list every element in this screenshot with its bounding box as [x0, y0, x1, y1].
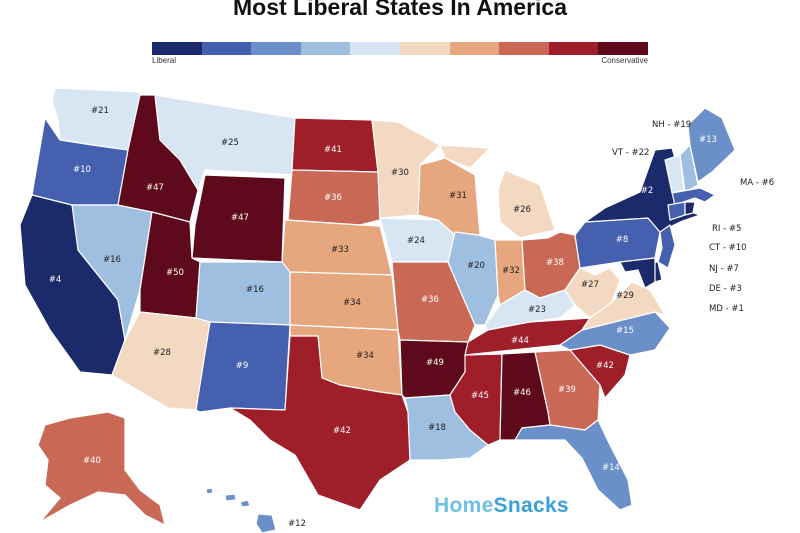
rank-label-MT: #25	[221, 138, 239, 148]
rank-label-HI: #12	[288, 519, 306, 529]
state-WV[interactable]	[564, 267, 621, 319]
rank-label-WY: #47	[231, 213, 249, 223]
rank-label-KY: #23	[528, 305, 546, 315]
state-UT[interactable]	[139, 211, 201, 319]
brand-home: Home	[434, 494, 494, 517]
rank-label-UT: #50	[166, 268, 184, 278]
rank-label-AL: #46	[513, 388, 531, 398]
rank-label-NY: #2	[641, 186, 654, 196]
state-NH[interactable]	[679, 144, 699, 193]
rank-label-OH: #38	[546, 258, 564, 268]
rank-label-WI: #31	[449, 191, 467, 201]
callout-DE: DE - #3	[709, 284, 742, 294]
rank-label-NC: #15	[616, 326, 634, 336]
callout-NH: NH - #19	[652, 120, 692, 130]
rank-labels: #21 #10 #4 #16 #47 #25 #47 #50 #28 #16 #9 #41 #36 #33…	[49, 106, 717, 529]
callout-NJ: NJ - #7	[709, 264, 739, 274]
legend-swatch-4	[300, 42, 351, 55]
legend-swatch-3	[251, 42, 301, 55]
rank-label-NE: #33	[331, 245, 349, 255]
page-title: Most Liberal States In America	[232, 0, 568, 20]
callout-CT: CT - #10	[709, 243, 747, 253]
rank-label-KS: #34	[343, 298, 361, 308]
legend-swatch-5	[350, 42, 400, 55]
rank-label-IA: #24	[407, 236, 425, 246]
legend-swatch-2	[201, 42, 252, 55]
legend-conservative-label: Conservative	[601, 56, 648, 65]
legend-swatch-8	[499, 42, 549, 55]
state-SD[interactable]	[287, 169, 381, 226]
rank-label-SC: #42	[596, 361, 614, 371]
rank-label-NV: #16	[103, 255, 121, 265]
rank-label-MI: #26	[513, 205, 531, 215]
rank-label-CA: #4	[49, 275, 62, 285]
state-HI[interactable]	[205, 487, 277, 533]
rank-label-IL: #20	[467, 261, 485, 271]
rank-label-ND: #41	[324, 145, 342, 155]
rank-label-MN: #30	[391, 168, 409, 178]
rank-label-ME: #13	[699, 135, 717, 145]
rank-label-TX: #42	[333, 426, 351, 436]
color-legend: Liberal Conservative	[152, 42, 648, 67]
us-map: #21 #10 #4 #16 #47 #25 #47 #50 #28 #16 #9 #41 #36 #33…	[19, 87, 736, 533]
rank-label-GA: #39	[558, 385, 576, 395]
state-AK[interactable]	[37, 411, 166, 526]
homesnacks-logo: HomeSnacks	[434, 494, 569, 518]
state-FL[interactable]	[514, 419, 633, 511]
rank-label-LA: #18	[428, 423, 446, 433]
legend-swatch-6	[399, 42, 450, 55]
callout-MD: MD - #1	[709, 304, 744, 314]
rank-label-IN: #32	[502, 266, 520, 276]
rank-label-AR: #49	[426, 358, 444, 368]
legend-swatch-1	[152, 42, 202, 55]
rank-label-OK: #34	[356, 351, 374, 361]
state-RI[interactable]	[684, 201, 696, 216]
rank-label-MO: #36	[421, 295, 439, 305]
state-NJ[interactable]	[657, 224, 676, 269]
state-MI[interactable]	[439, 144, 556, 239]
state-WY[interactable]	[191, 174, 286, 263]
callout-RI: RI - #5	[712, 224, 742, 234]
rank-label-WA: #21	[91, 106, 109, 116]
rank-label-MS: #45	[471, 391, 489, 401]
rank-label-PA: #8	[616, 235, 629, 245]
rank-label-ID: #47	[146, 183, 164, 193]
rank-label-FL: #14	[602, 463, 620, 473]
legend-color-scale	[152, 42, 648, 55]
rank-label-TN: #44	[511, 336, 529, 346]
state-VT[interactable]	[664, 154, 685, 194]
legend-swatch-7	[449, 42, 500, 55]
legend-liberal-label: Liberal	[152, 56, 177, 65]
rank-label-OR: #10	[73, 165, 91, 175]
state-CO[interactable]	[195, 261, 291, 326]
rank-label-AK: #40	[83, 456, 101, 466]
state-ME[interactable]	[687, 107, 736, 183]
rank-label-AZ: #28	[153, 348, 171, 358]
rank-label-SD: #36	[324, 193, 342, 203]
brand-snacks: Snacks	[493, 494, 569, 517]
state-MD[interactable]	[619, 257, 656, 289]
rank-label-VA: #29	[616, 291, 634, 301]
callout-MA: MA - #6	[740, 178, 775, 188]
rank-label-WV: #27	[581, 280, 599, 290]
legend-swatch-9	[548, 42, 599, 55]
rank-label-CO: #16	[246, 285, 264, 295]
legend-swatch-10	[598, 42, 648, 55]
callout-VT: VT - #22	[612, 148, 650, 158]
rank-label-NM: #9	[236, 361, 249, 371]
state-TX[interactable]	[229, 335, 411, 511]
